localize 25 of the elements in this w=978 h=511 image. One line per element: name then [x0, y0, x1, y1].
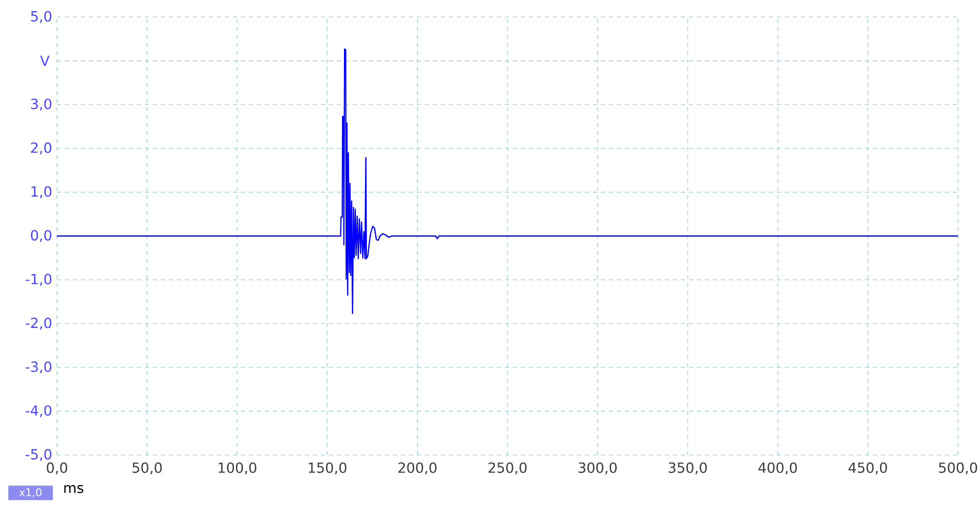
x-tick-label: 0,0 — [46, 462, 68, 474]
y-tick-label: 2,0 — [31, 142, 52, 154]
y-tick-label: -1,0 — [26, 274, 52, 286]
x-tick-label: 250,0 — [488, 462, 527, 474]
x-tick-label: 200,0 — [398, 462, 436, 474]
x-tick-label: 400,0 — [758, 462, 797, 474]
y-tick-label: 5,0 — [31, 10, 52, 23]
x-tick-label: 100,0 — [218, 462, 256, 474]
y-axis-title: V — [40, 56, 50, 66]
x-tick-label: 50,0 — [132, 462, 162, 474]
line-series — [56, 48, 959, 314]
x-tick-label: 150,0 — [308, 462, 346, 474]
y-tick-label: -5,0 — [26, 448, 52, 462]
y-tick-label: 0,0 — [30, 230, 52, 242]
y-tick-label: 1,0 — [32, 186, 52, 198]
x-tick-label: 450,0 — [848, 462, 887, 474]
x-tick-label: 300,0 — [578, 462, 617, 474]
x-tick-label: 350,0 — [668, 462, 707, 474]
y-tick-label: -4,0 — [26, 405, 52, 418]
x-tick-label: 500,0 — [939, 462, 978, 474]
y-tick-label: -3,0 — [26, 361, 52, 374]
y-tick-label: -2,0 — [26, 318, 52, 330]
text: x1,0 — [19, 488, 42, 498]
y-tick-label: 3,0 — [31, 98, 52, 111]
x-axis-title: ms — [64, 485, 84, 494]
